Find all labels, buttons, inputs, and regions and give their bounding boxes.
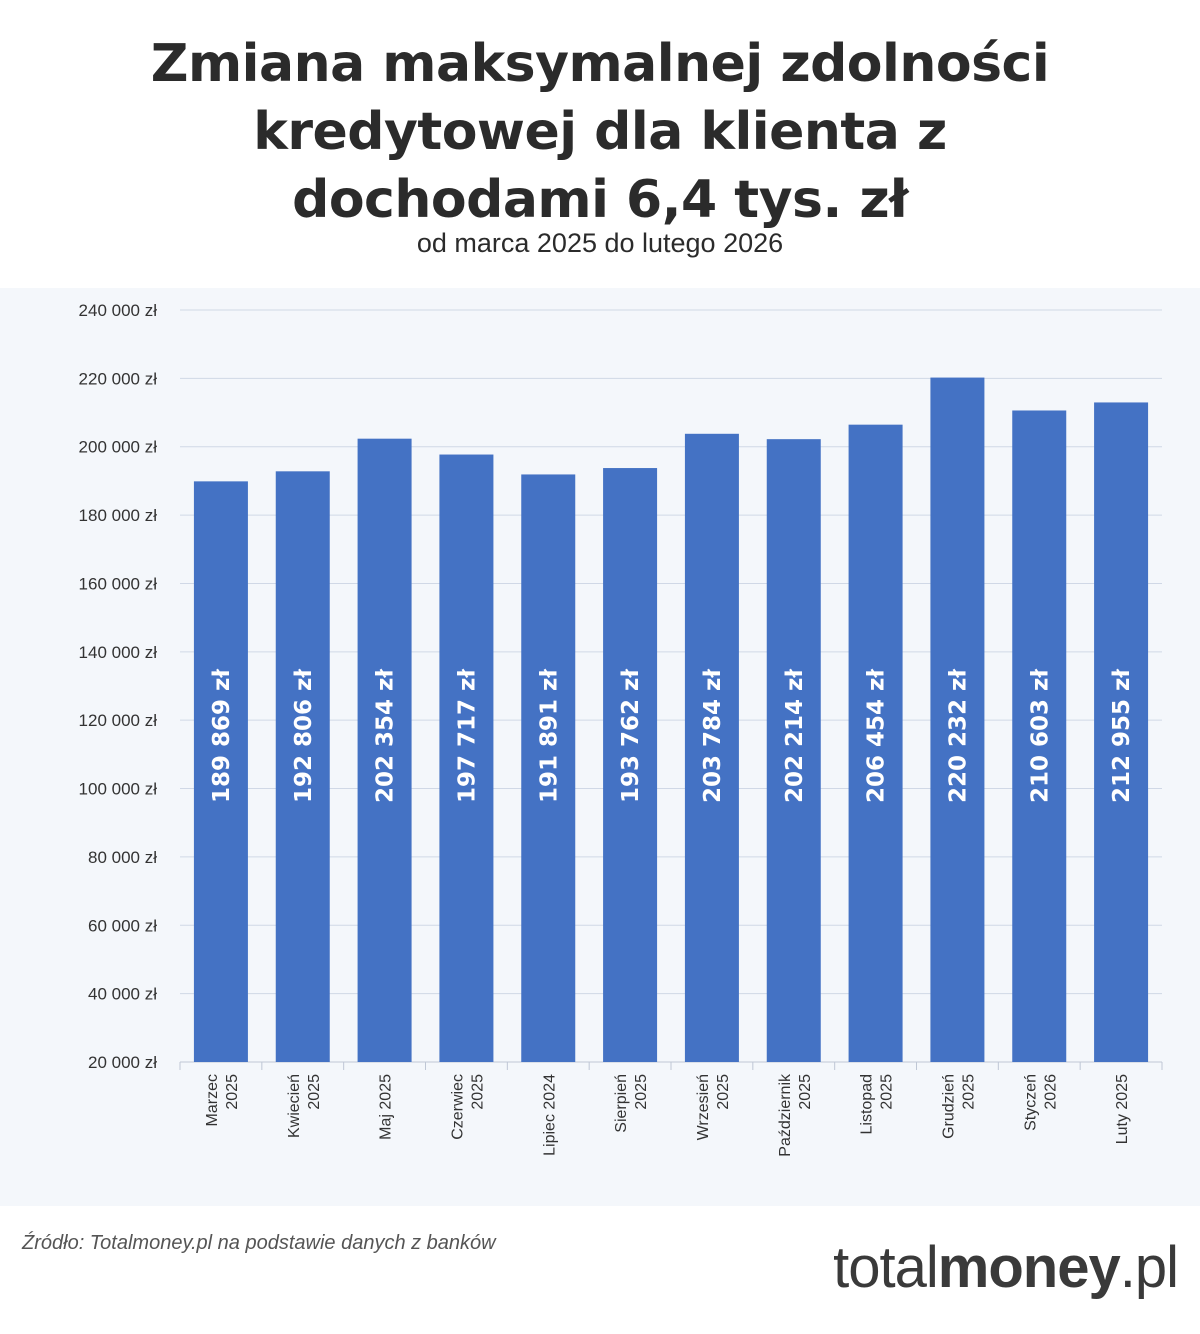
x-category-label-line: Październik (777, 1073, 794, 1157)
x-category-label-line: Marzec (204, 1074, 221, 1126)
x-category-label-line: 2025 (633, 1074, 650, 1110)
x-category-label-line: 2026 (1042, 1074, 1059, 1110)
source-note: Źródło: Totalmoney.pl na podstawie danyc… (22, 1232, 496, 1254)
logo-text-total: total (833, 1235, 939, 1300)
bar-data-label: 210 603 zł (1027, 669, 1053, 803)
x-category-label: Grudzień 2025 (940, 1074, 977, 1139)
x-category-label-line: 2025 (306, 1074, 323, 1110)
x-category-label-line: Czerwiec (449, 1074, 466, 1140)
x-category-label-line: 2025 (469, 1074, 486, 1110)
x-category-label-line: Lipiec 2024 (541, 1074, 558, 1156)
y-tick-label: 240 000 zł (79, 301, 158, 320)
y-tick-label: 80 000 zł (88, 848, 157, 867)
y-tick-label: 220 000 zł (79, 369, 158, 388)
logo-text-money: money (937, 1235, 1121, 1300)
bar-data-label: 192 806 zł (291, 669, 317, 803)
bar-data-label: 191 891 zł (536, 669, 562, 803)
bar-data-label: 197 717 zł (454, 669, 480, 803)
y-tick-label: 40 000 zł (88, 985, 157, 1004)
x-category-label: Luty 2025 (1114, 1074, 1131, 1144)
x-category-label-line: 2025 (224, 1074, 241, 1110)
bar (1012, 410, 1067, 1063)
x-category-label-line: 2025 (960, 1074, 977, 1110)
chart-title: Zmiana maksymalnej zdolności kredytowej … (0, 30, 1200, 234)
bar (684, 433, 739, 1063)
bar (521, 474, 576, 1062)
bar (193, 481, 248, 1062)
x-category-label: Maj 2025 (378, 1074, 395, 1140)
x-category-label-line: Luty 2025 (1114, 1074, 1131, 1144)
bar (848, 424, 903, 1062)
x-category-label-line: Wrzesień (695, 1074, 712, 1140)
bar (275, 471, 330, 1062)
bar (357, 438, 412, 1062)
title-line-2: kredytowej dla klienta z (253, 102, 947, 162)
bar-data-label: 203 784 zł (700, 669, 726, 803)
bar-data-label: 220 232 zł (945, 669, 971, 803)
x-category-label: Kwiecień 2025 (286, 1074, 323, 1138)
x-category-label: Październik 2025 (777, 1073, 814, 1157)
bar-data-label: 189 869 zł (209, 669, 235, 803)
x-category-label-line: Grudzień (940, 1074, 957, 1139)
x-category-label-line: Maj 2025 (378, 1074, 395, 1140)
y-tick-label: 140 000 zł (79, 643, 158, 662)
title-line-3: dochodami 6,4 tys. zł (292, 170, 908, 230)
x-category-label-line: Listopad (859, 1074, 876, 1135)
logo-text-pl: .pl (1119, 1235, 1179, 1300)
chart-panel: 20 000 zł 40 000 zł 60 000 zł 80 000 zł 100 … (0, 288, 1200, 1206)
bar-data-label: 206 454 zł (864, 669, 890, 803)
bar (766, 439, 821, 1062)
bar-data-label: 212 955 zł (1109, 669, 1135, 803)
x-category-label-line: 2025 (797, 1074, 814, 1110)
x-category-label: Listopad 2025 (859, 1074, 896, 1135)
bar-data-label: 202 354 zł (373, 669, 399, 803)
bar-data-label: 202 214 zł (782, 669, 808, 803)
x-category-label-line: Styczeń (1022, 1074, 1039, 1131)
chart-subtitle: od marca 2025 do lutego 2026 (416, 228, 784, 258)
x-category-label-line: Kwiecień (286, 1074, 303, 1138)
bar (930, 377, 985, 1062)
x-category-label: Wrzesień 2025 (695, 1074, 732, 1140)
x-category-label: Styczeń 2026 (1022, 1074, 1059, 1131)
y-tick-label: 60 000 zł (88, 916, 157, 935)
x-category-label: Sierpień 2025 (613, 1074, 650, 1133)
bar (603, 468, 658, 1062)
bar (439, 454, 494, 1062)
y-tick-label: 120 000 zł (79, 711, 158, 730)
x-category-label: Czerwiec 2025 (449, 1074, 486, 1140)
y-tick-label: 100 000 zł (79, 780, 158, 799)
bar-data-label: 193 762 zł (618, 669, 644, 803)
y-tick-label: 20 000 zł (88, 1053, 157, 1072)
bar-chart: 20 000 zł 40 000 zł 60 000 zł 80 000 zł 100 … (79, 301, 1163, 1157)
totalmoney-logo: totalmoney.pl (833, 1228, 1179, 1308)
title-line-1: Zmiana maksymalnej zdolności (150, 34, 1050, 94)
y-tick-label: 180 000 zł (79, 506, 158, 525)
y-tick-label: 200 000 zł (79, 438, 158, 457)
y-tick-label: 160 000 zł (79, 574, 158, 593)
x-category-label: Marzec 2025 (204, 1074, 241, 1127)
x-category-label-line: 2025 (879, 1074, 896, 1110)
bar (1094, 402, 1149, 1063)
x-category-label-line: 2025 (715, 1074, 732, 1110)
x-category-label: Lipiec 2024 (541, 1074, 558, 1156)
x-category-label-line: Sierpień (613, 1074, 630, 1133)
